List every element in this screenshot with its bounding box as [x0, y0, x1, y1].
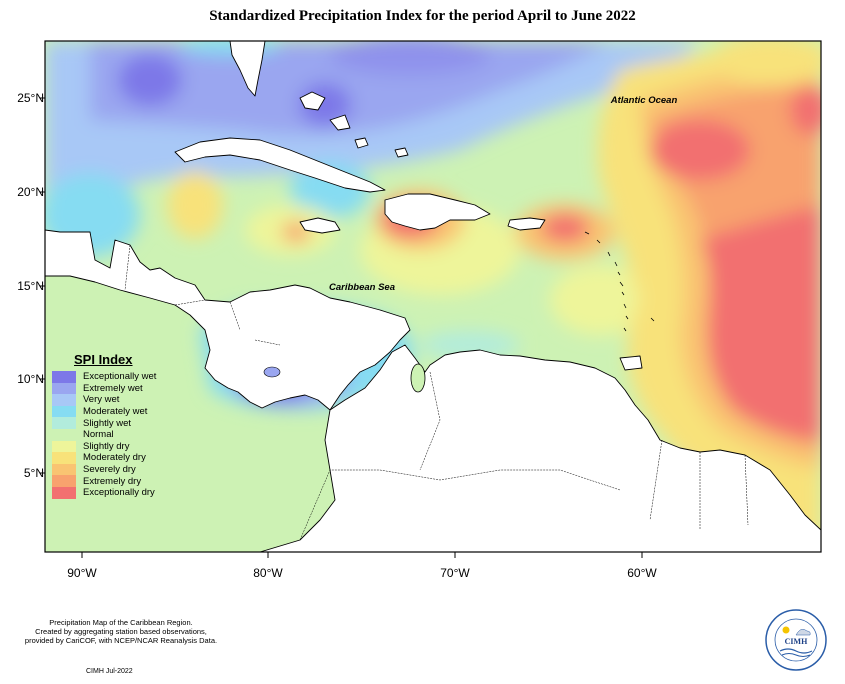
axis-ticks: [40, 97, 643, 558]
credits-line-1: Precipitation Map of the Caribbean Regio…: [49, 618, 193, 627]
legend-label: Moderately dry: [83, 452, 146, 464]
cimh-logo: CIMH: [765, 609, 827, 671]
sun-icon: [782, 626, 790, 634]
legend-swatch: [52, 394, 76, 406]
legend-swatch: [52, 428, 76, 441]
legend-item: Normal: [52, 428, 202, 441]
lon-label-60w: 60°W: [627, 566, 657, 580]
legend-swatch: [52, 475, 76, 487]
lon-label-80w: 80°W: [253, 566, 283, 580]
legend-swatch: [52, 405, 76, 418]
lat-label-20n: 20°N: [17, 185, 44, 199]
legend-item: Moderately dry: [52, 452, 202, 464]
legend-swatch: [52, 486, 76, 499]
legend-label: Moderately wet: [83, 406, 148, 418]
label-atlantic-ocean: Atlantic Ocean: [610, 95, 678, 106]
legend-label: Exceptionally dry: [83, 487, 155, 499]
credits: Precipitation Map of the Caribbean Regio…: [6, 618, 236, 645]
legend-rows: Exceptionally wet Extremely wet Very wet Mo…: [52, 371, 202, 499]
legend-label: Extremely dry: [83, 475, 142, 487]
legend-label: Slightly dry: [83, 440, 130, 452]
legend-item: Slightly wet: [52, 417, 202, 429]
legend-label: Extremely wet: [83, 382, 143, 394]
legend-item: Extremely dry: [52, 475, 202, 487]
legend-label: Exceptionally wet: [83, 371, 157, 383]
map-title: Standardized Precipitation Index for the…: [209, 8, 636, 24]
lesser-antilles: [584, 231, 655, 332]
cloud-icon: [795, 629, 811, 636]
legend-item: Very wet: [52, 394, 202, 406]
legend-item: Exceptionally dry: [52, 486, 202, 499]
legend-label: Very wet: [83, 394, 120, 406]
legend-title: SPI Index: [74, 352, 133, 367]
legend-swatch: [52, 382, 76, 395]
legend-item: Exceptionally wet: [52, 371, 202, 383]
legend-item: Moderately wet: [52, 405, 202, 418]
landmasses: [45, 41, 821, 552]
legend-label: Slightly wet: [83, 417, 132, 429]
lat-label-5n: 5°N: [23, 466, 44, 480]
legend-swatch: [52, 463, 76, 476]
legend-label: Normal: [83, 429, 114, 441]
legend-item: Slightly dry: [52, 440, 202, 453]
logo-text: CIMH: [785, 637, 808, 646]
label-caribbean-sea: Caribbean Sea: [329, 282, 395, 293]
spi-legend: SPI Index Exceptionally wet Extremely wet…: [52, 352, 202, 499]
lon-label-90w: 90°W: [67, 566, 97, 580]
legend-item: Severely dry: [52, 463, 202, 476]
lat-label-25n: 25°N: [17, 91, 44, 105]
lat-label-10n: 10°N: [17, 372, 44, 386]
legend-swatch: [52, 371, 76, 383]
lon-label-70w: 70°W: [440, 566, 470, 580]
legend-swatch: [52, 417, 76, 429]
credits-line-3: provided by CariCOF, with NCEP/NCAR Rean…: [24, 636, 218, 645]
legend-item: Extremely wet: [52, 382, 202, 395]
map-frame: [44, 40, 822, 553]
borders: [124, 244, 749, 541]
legend-swatch: [52, 452, 76, 464]
lat-label-15n: 15°N: [17, 279, 44, 293]
legend-label: Severely dry: [83, 464, 136, 476]
legend-swatch: [52, 440, 76, 453]
date-stamp: CIMH Jul-2022: [86, 668, 133, 675]
credits-line-2: Created by aggregating station based obs…: [35, 627, 207, 636]
